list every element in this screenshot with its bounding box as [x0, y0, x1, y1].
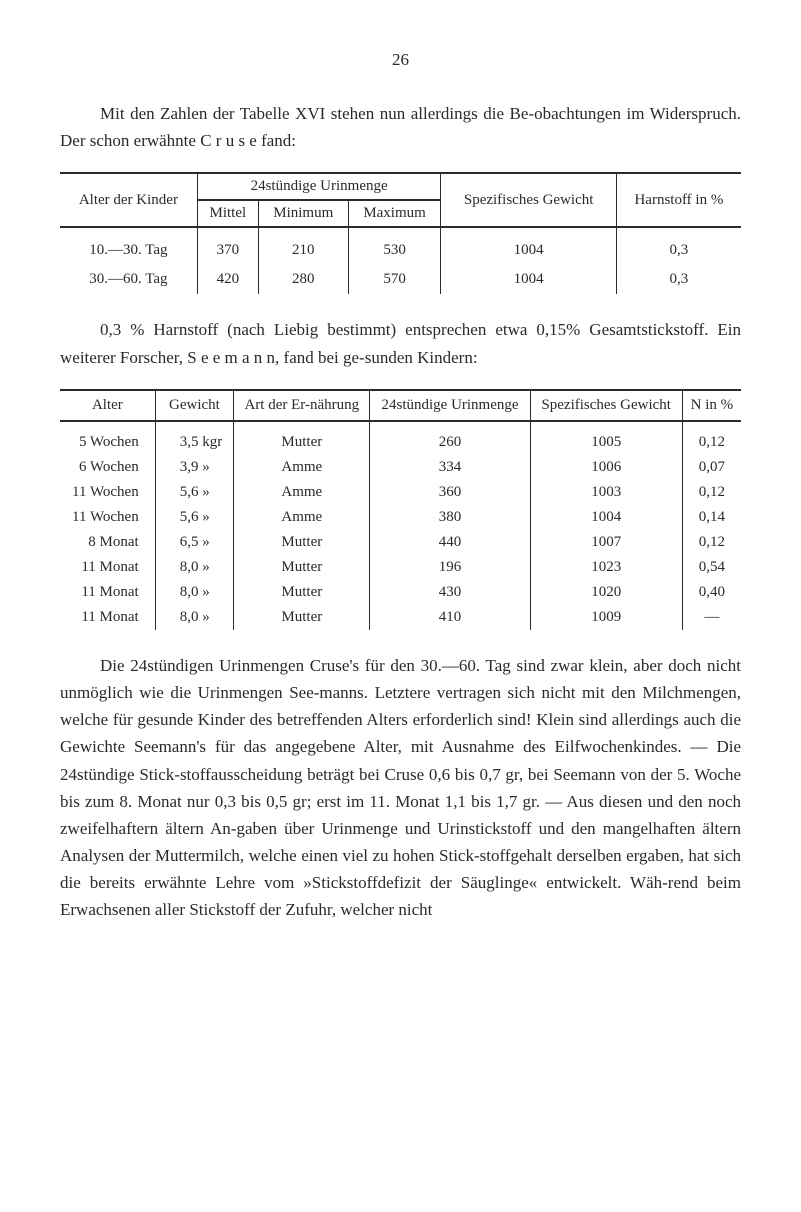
table-row: 11 Monat 8,0 » Mutter 196 1023 0,54	[60, 555, 741, 580]
table-1-header-row: Alter der Kinder 24stündige Urinmenge Sp…	[60, 173, 741, 200]
table-1-header-maximum: Maximum	[348, 200, 441, 227]
table-cell: Mutter	[234, 530, 370, 555]
table-cell: 280	[258, 265, 348, 294]
table-cell: 1004	[530, 505, 682, 530]
table-cell: 1007	[530, 530, 682, 555]
body-paragraph: Die 24stündigen Urinmengen Cruse's für d…	[60, 652, 741, 924]
table-cell: 0,3	[616, 265, 741, 294]
table-1-header-alter: Alter der Kinder	[60, 173, 197, 227]
table-cell: 8 Monat	[60, 530, 155, 555]
table-row: 6 Wochen 3,9 » Amme 334 1006 0,07	[60, 455, 741, 480]
table-2-header-gewicht: Gewicht	[155, 390, 233, 421]
table-1-header-minimum: Minimum	[258, 200, 348, 227]
table-cell: 11 Monat	[60, 580, 155, 605]
table-1-header-mittel: Mittel	[197, 200, 258, 227]
table-cell: 0,3	[616, 227, 741, 265]
table-row: 30.—60. Tag 420 280 570 1004 0,3	[60, 265, 741, 294]
table-2: Alter Gewicht Art der Er-nährung 24stünd…	[60, 389, 741, 630]
table-2-header-art: Art der Er-nährung	[234, 390, 370, 421]
table-cell: 210	[258, 227, 348, 265]
table-1-header-urinmenge: 24stündige Urinmenge	[197, 173, 441, 200]
table-cell: 8,0 »	[155, 555, 233, 580]
table-cell: 1023	[530, 555, 682, 580]
table-2-header-spez: Spezifisches Gewicht	[530, 390, 682, 421]
table-cell: 0,12	[682, 421, 741, 455]
table-cell: 6 Wochen	[60, 455, 155, 480]
table-cell: 10.—30. Tag	[60, 227, 197, 265]
table-cell: 8,0 »	[155, 580, 233, 605]
table-row: 11 Wochen 5,6 » Amme 360 1003 0,12	[60, 480, 741, 505]
table-cell: 30.—60. Tag	[60, 265, 197, 294]
table-1: Alter der Kinder 24stündige Urinmenge Sp…	[60, 172, 741, 294]
table-cell: Mutter	[234, 555, 370, 580]
table-1-header-harn: Harnstoff in %	[616, 173, 741, 227]
table-cell: 5,6 »	[155, 480, 233, 505]
page-number: 26	[60, 50, 741, 70]
table-cell: 380	[370, 505, 530, 530]
table-row: 5 Wochen 3,5 kgr Mutter 260 1005 0,12	[60, 421, 741, 455]
table-cell: 6,5 »	[155, 530, 233, 555]
table-cell: 11 Monat	[60, 605, 155, 630]
table-cell: 0,12	[682, 530, 741, 555]
table-cell: 11 Wochen	[60, 505, 155, 530]
table-cell: 11 Monat	[60, 555, 155, 580]
table-cell: 0,14	[682, 505, 741, 530]
table-cell: 8,0 »	[155, 605, 233, 630]
table-cell: Mutter	[234, 605, 370, 630]
table-2-header-n: N in %	[682, 390, 741, 421]
table-cell: 0,12	[682, 480, 741, 505]
table-cell: 1004	[441, 265, 616, 294]
table-cell: 1009	[530, 605, 682, 630]
table-cell: Mutter	[234, 580, 370, 605]
table-cell: 370	[197, 227, 258, 265]
intro-paragraph: Mit den Zahlen der Tabelle XVI stehen nu…	[60, 100, 741, 154]
table-cell: 570	[348, 265, 441, 294]
table-2-header-urin: 24stündige Urinmenge	[370, 390, 530, 421]
table-cell: 5,6 »	[155, 505, 233, 530]
table-cell: 5 Wochen	[60, 421, 155, 455]
table-cell: 1003	[530, 480, 682, 505]
table-cell: 0,54	[682, 555, 741, 580]
table-cell: —	[682, 605, 741, 630]
table-cell: Amme	[234, 480, 370, 505]
table-cell: 3,5 kgr	[155, 421, 233, 455]
table-cell: 440	[370, 530, 530, 555]
table-cell: Amme	[234, 455, 370, 480]
table-1-header-spez: Spezifisches Gewicht	[441, 173, 616, 227]
table-cell: 530	[348, 227, 441, 265]
table-row: 11 Wochen 5,6 » Amme 380 1004 0,14	[60, 505, 741, 530]
table-cell: Amme	[234, 505, 370, 530]
table-cell: 0,07	[682, 455, 741, 480]
table-cell: 260	[370, 421, 530, 455]
mid-paragraph: 0,3 % Harnstoff (nach Liebig bestimmt) e…	[60, 316, 741, 370]
table-cell: 1020	[530, 580, 682, 605]
table-cell: 410	[370, 605, 530, 630]
table-cell: 430	[370, 580, 530, 605]
mid-para-line-1: 0,3 % Harnstoff (nach Liebig bestimmt) e…	[100, 320, 580, 339]
table-cell: 1004	[441, 227, 616, 265]
table-cell: 420	[197, 265, 258, 294]
table-row: 11 Monat 8,0 » Mutter 410 1009 —	[60, 605, 741, 630]
table-cell: 3,9 »	[155, 455, 233, 480]
table-cell: 0,40	[682, 580, 741, 605]
table-cell: 1006	[530, 455, 682, 480]
table-2-header-row: Alter Gewicht Art der Er-nährung 24stünd…	[60, 390, 741, 421]
table-row: 11 Monat 8,0 » Mutter 430 1020 0,40	[60, 580, 741, 605]
table-cell: 11 Wochen	[60, 480, 155, 505]
table-2-header-alter: Alter	[60, 390, 155, 421]
table-row: 8 Monat 6,5 » Mutter 440 1007 0,12	[60, 530, 741, 555]
table-cell: 360	[370, 480, 530, 505]
table-cell: 196	[370, 555, 530, 580]
table-cell: 1005	[530, 421, 682, 455]
table-cell: 334	[370, 455, 530, 480]
table-row: 10.—30. Tag 370 210 530 1004 0,3	[60, 227, 741, 265]
table-cell: Mutter	[234, 421, 370, 455]
